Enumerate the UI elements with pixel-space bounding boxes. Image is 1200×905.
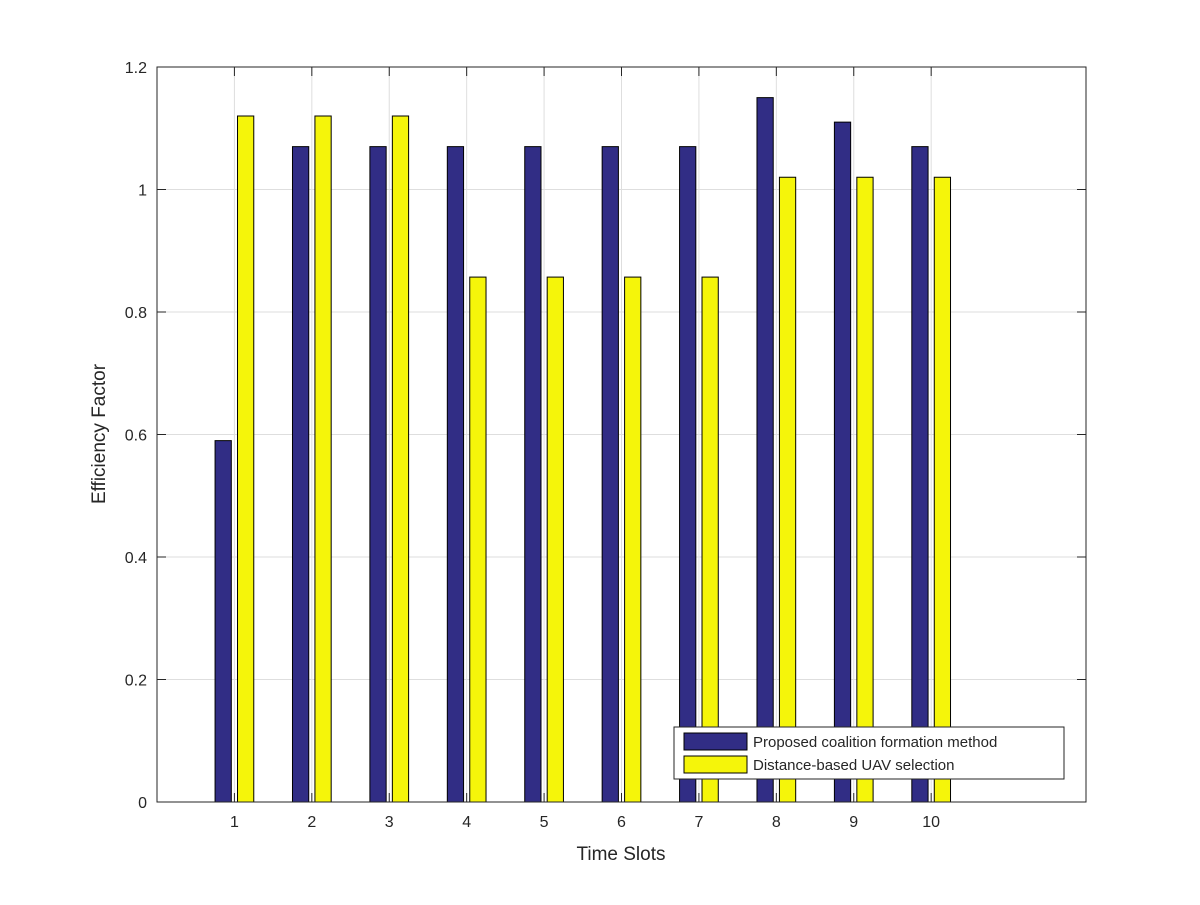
- legend: Proposed coalition formation method Dist…: [673, 726, 1065, 780]
- bar-distance-based-5: [546, 276, 564, 803]
- bar-proposed-5: [524, 146, 542, 803]
- y-tick-label: 0.8: [125, 305, 147, 322]
- bar-distance-based-10: [933, 176, 952, 803]
- bar-proposed-3: [369, 146, 387, 803]
- y-tick-label: 0: [138, 795, 147, 812]
- bar-distance-based-6: [624, 276, 642, 803]
- bar-proposed-10: [911, 146, 929, 803]
- y-tick-label: 1.2: [125, 60, 147, 77]
- x-tick-label: 6: [617, 814, 626, 831]
- bar-distance-based-7: [701, 276, 719, 803]
- bar-proposed-8: [756, 97, 774, 803]
- bar-proposed-1: [214, 440, 232, 803]
- bar-proposed-2: [291, 146, 310, 803]
- bar-distance-based-8: [778, 176, 797, 803]
- legend-swatch-proposed: [683, 732, 748, 751]
- bar-proposed-9: [833, 121, 852, 803]
- x-tick-label: 1: [230, 814, 239, 831]
- bar-proposed-4: [446, 146, 465, 803]
- x-tick-label: 4: [462, 814, 471, 831]
- bar-distance-based-1: [237, 115, 255, 803]
- y-tick-label: 0.4: [125, 550, 147, 567]
- grid-lines: [157, 67, 1086, 802]
- x-tick-label: 7: [694, 814, 703, 831]
- bar-proposed-7: [679, 146, 697, 803]
- bar-distance-based-2: [314, 115, 332, 803]
- bar-distance-based-3: [391, 115, 410, 803]
- bar-distance-based-9: [856, 176, 874, 803]
- legend-label-distance-based: Distance-based UAV selection: [753, 757, 955, 774]
- x-tick-label: 2: [307, 814, 316, 831]
- bars: [214, 97, 952, 803]
- y-tick-label: 0.6: [125, 428, 147, 445]
- tick-labels: 1 2 3 4 5 6 7 8 9 10 0 0.2 0.4 0.6 0.8 1 1.2: [125, 60, 940, 831]
- x-tick-label: 8: [772, 814, 781, 831]
- y-tick-label: 0.2: [125, 673, 147, 690]
- bar-distance-based-4: [469, 276, 487, 803]
- legend-swatch-distance-based: [683, 755, 748, 774]
- bar-proposed-6: [601, 146, 619, 803]
- legend-label-proposed: Proposed coalition formation method: [753, 734, 997, 751]
- x-tick-label: 5: [540, 814, 549, 831]
- y-axis-title: Efficiency Factor: [89, 363, 110, 504]
- y-tick-label: 1: [138, 183, 147, 200]
- x-axis-title: Time Slots: [576, 844, 665, 865]
- x-tick-label: 9: [849, 814, 858, 831]
- x-tick-label: 10: [922, 814, 940, 831]
- x-tick-label: 3: [385, 814, 394, 831]
- axis-ticks: [157, 66, 1086, 803]
